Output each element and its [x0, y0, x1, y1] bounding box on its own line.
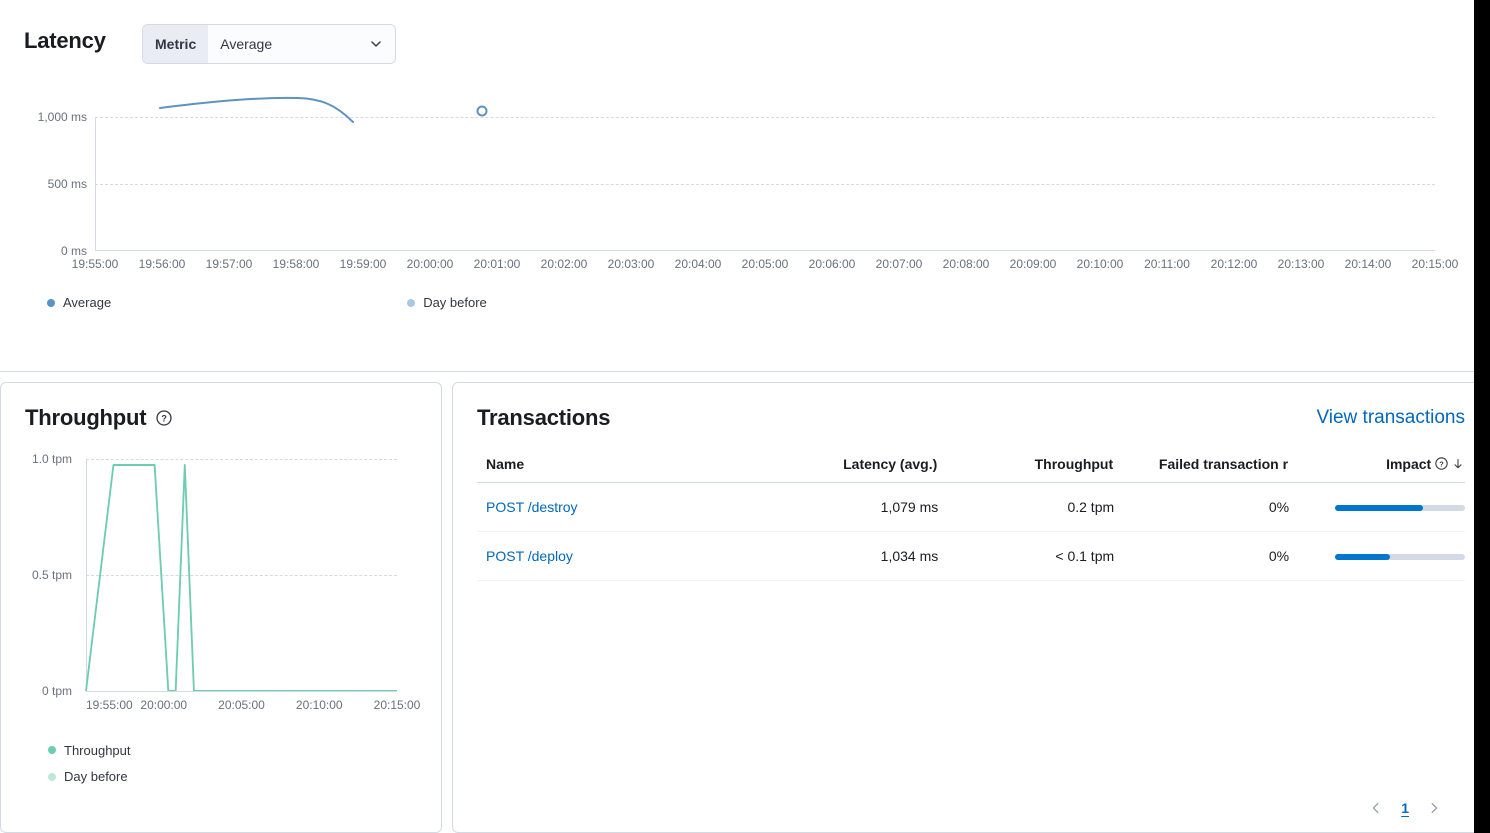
svg-text:?: ? — [1439, 459, 1444, 468]
svg-text:?: ? — [162, 414, 167, 424]
